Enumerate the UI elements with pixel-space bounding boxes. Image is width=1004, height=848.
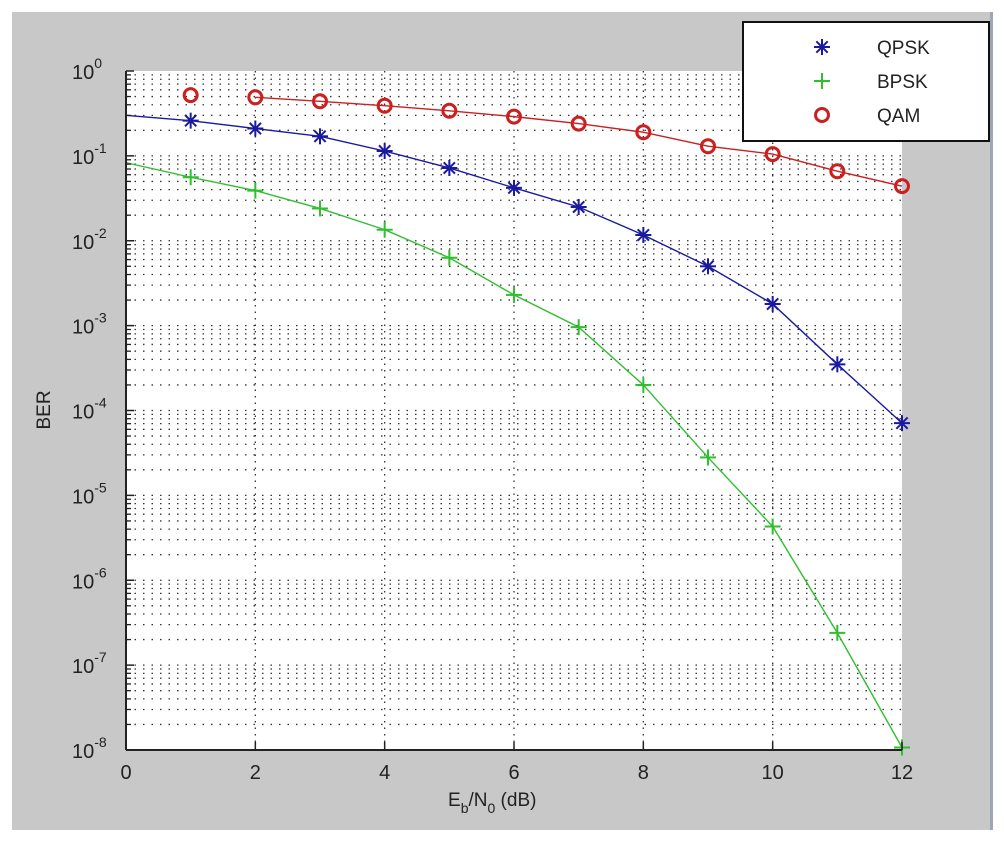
qam-marker-icon xyxy=(506,108,522,125)
qam-marker-icon xyxy=(312,93,328,110)
x-axis-ticks: 0 2 4 6 8 10 12 xyxy=(120,742,913,784)
bpsk-marker-icon xyxy=(764,518,781,535)
window-edge xyxy=(990,12,993,830)
svg-text:QAM: QAM xyxy=(877,106,920,127)
asterisk-legend-marker xyxy=(814,39,830,55)
y-tick-label: 10-7 xyxy=(72,649,107,678)
x-tick-label: 10 xyxy=(762,762,784,784)
bpsk-marker-icon xyxy=(441,249,458,266)
x-tick-label: 4 xyxy=(379,762,390,784)
x-axis-label: Eb/N0 (dB) xyxy=(448,790,536,816)
bpsk-marker-icon xyxy=(247,182,264,199)
qpsk-marker-icon xyxy=(441,159,458,176)
asterisk-marker-icon xyxy=(814,39,830,55)
qpsk-marker-icon xyxy=(312,128,328,145)
legend: QPSK BPSK QAM xyxy=(742,21,990,142)
qpsk-marker-icon xyxy=(764,295,781,312)
y-tick-label: 10-3 xyxy=(72,310,107,339)
bpsk-marker-icon xyxy=(570,319,587,336)
y-axis-ticks: 100 10-1 10-2 10-3 10-4 10-5 10-6 10-7 10-8 xyxy=(72,55,134,763)
circle-legend-marker xyxy=(814,107,830,123)
qam-marker-icon xyxy=(700,138,716,155)
qpsk-marker-icon xyxy=(700,258,716,275)
qam-marker-icon xyxy=(182,87,199,104)
y-tick-label: 100 xyxy=(72,55,102,84)
y-tick-label: 10-2 xyxy=(72,225,107,254)
qam-marker-icon xyxy=(376,97,393,114)
qpsk-marker-icon xyxy=(182,112,199,129)
bpsk-marker-icon xyxy=(376,221,393,238)
x-tick-label: 6 xyxy=(508,762,519,784)
series-markers xyxy=(182,87,910,756)
legend-item-bpsk: BPSK xyxy=(814,72,928,93)
qpsk-marker-icon xyxy=(376,143,393,160)
bpsk-marker-icon xyxy=(700,449,716,466)
qam-marker-icon xyxy=(894,178,910,195)
x-tick-label: 0 xyxy=(120,762,131,784)
plus-marker-icon xyxy=(814,73,830,89)
y-tick-label: 10-6 xyxy=(72,564,107,593)
svg-text:QPSK: QPSK xyxy=(877,38,930,59)
x-tick-label: 8 xyxy=(638,762,649,784)
qam-marker-icon xyxy=(635,124,652,141)
qpsk-marker-icon xyxy=(506,179,522,196)
bpsk-marker-icon xyxy=(635,376,652,393)
circle-marker-icon xyxy=(814,107,830,123)
legend-item-qpsk: QPSK xyxy=(814,38,930,59)
x-tick-label: 12 xyxy=(891,762,913,784)
qpsk-marker-icon xyxy=(635,226,652,243)
bpsk-marker-icon xyxy=(829,624,846,641)
qam-marker-icon xyxy=(441,102,458,119)
legend-box xyxy=(742,21,990,142)
y-tick-label: 10-8 xyxy=(72,734,107,763)
bpsk-marker-icon xyxy=(312,200,328,217)
legend-item-qam: QAM xyxy=(814,106,920,127)
svg-text:BPSK: BPSK xyxy=(877,72,928,93)
y-tick-label: 10-5 xyxy=(72,479,107,508)
bpsk-marker-icon xyxy=(506,286,522,303)
plus-legend-marker xyxy=(814,73,830,89)
bpsk-marker-icon xyxy=(182,169,199,186)
y-tick-label: 10-4 xyxy=(72,395,107,424)
qam-marker-icon xyxy=(829,163,846,180)
y-axis-label: BER xyxy=(34,390,55,429)
y-tick-label: 10-1 xyxy=(72,140,107,169)
x-tick-label: 2 xyxy=(250,762,261,784)
qpsk-marker-icon xyxy=(829,356,846,373)
qam-marker-icon xyxy=(764,146,781,163)
series-line-qam xyxy=(255,96,903,187)
qpsk-marker-icon xyxy=(894,415,910,432)
qpsk-marker-icon xyxy=(570,198,587,215)
qpsk-marker-icon xyxy=(247,120,264,137)
qam-marker-icon xyxy=(247,89,264,106)
qam-marker-icon xyxy=(570,115,587,132)
